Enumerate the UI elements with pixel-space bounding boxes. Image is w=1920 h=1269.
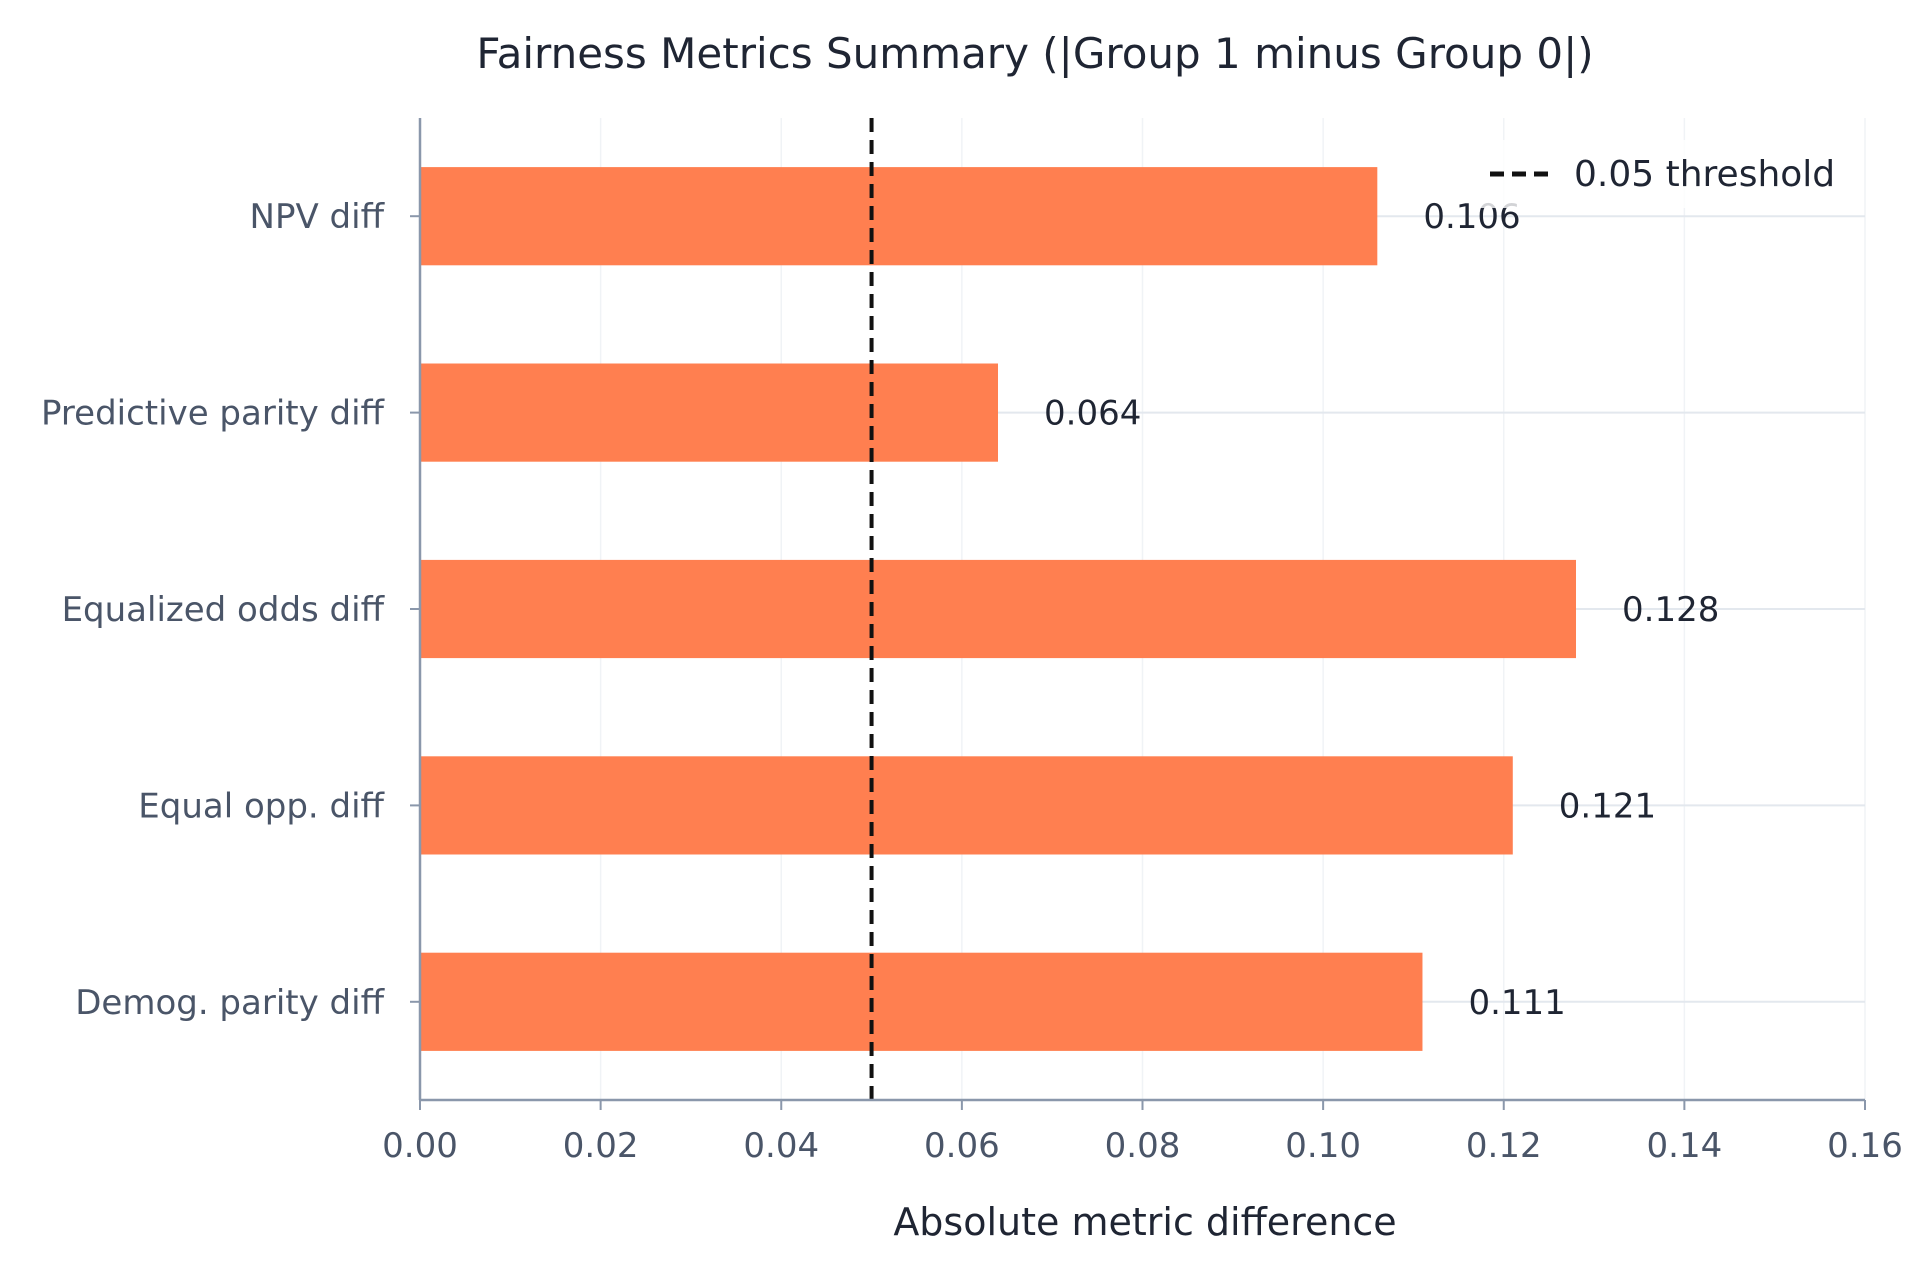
x-tick-label: 0.14 (1647, 1126, 1723, 1166)
x-tick-label: 0.00 (382, 1126, 458, 1166)
value-label: 0.128 (1622, 590, 1719, 630)
chart-title: Fairness Metrics Summary (|Group 1 minus… (476, 29, 1593, 78)
y-category-label: Demog. parity diff (75, 983, 385, 1023)
x-tick-label: 0.10 (1285, 1126, 1361, 1166)
y-category-label: Predictive parity diff (41, 394, 386, 434)
y-category-label: Equal opp. diff (138, 786, 385, 826)
bar-equalized-odds-diff (420, 559, 1576, 659)
x-axis-title: Absolute metric difference (893, 1200, 1396, 1244)
legend-background (1470, 140, 1850, 208)
value-label: 0.111 (1468, 983, 1565, 1023)
y-category-label: Equalized odds diff (62, 590, 386, 630)
x-tick-label: 0.16 (1827, 1126, 1903, 1166)
value-label: 0.121 (1559, 786, 1656, 826)
bar-npv-diff (420, 167, 1378, 266)
bar-equal-opp-diff (420, 756, 1513, 855)
x-tick-label: 0.04 (743, 1126, 819, 1166)
bars-layer (420, 167, 1576, 1051)
value-label: 0.064 (1044, 394, 1141, 434)
bar-demog-parity-diff (420, 952, 1423, 1051)
x-tick-label: 0.06 (924, 1126, 1000, 1166)
x-tick-label: 0.12 (1466, 1126, 1542, 1166)
axes-layer: 0.00 0.02 0.04 0.06 0.08 0.10 0.12 0.14 0.16 Demo… (41, 118, 1903, 1166)
bar-predictive-parity-diff (420, 363, 998, 462)
legend-threshold-label: 0.05 threshold (1574, 154, 1835, 195)
legend: 0.05 threshold (1470, 140, 1850, 208)
y-category-label: NPV diff (250, 197, 386, 237)
x-tick-label: 0.02 (563, 1126, 639, 1166)
x-tick-label: 0.08 (1105, 1126, 1181, 1166)
